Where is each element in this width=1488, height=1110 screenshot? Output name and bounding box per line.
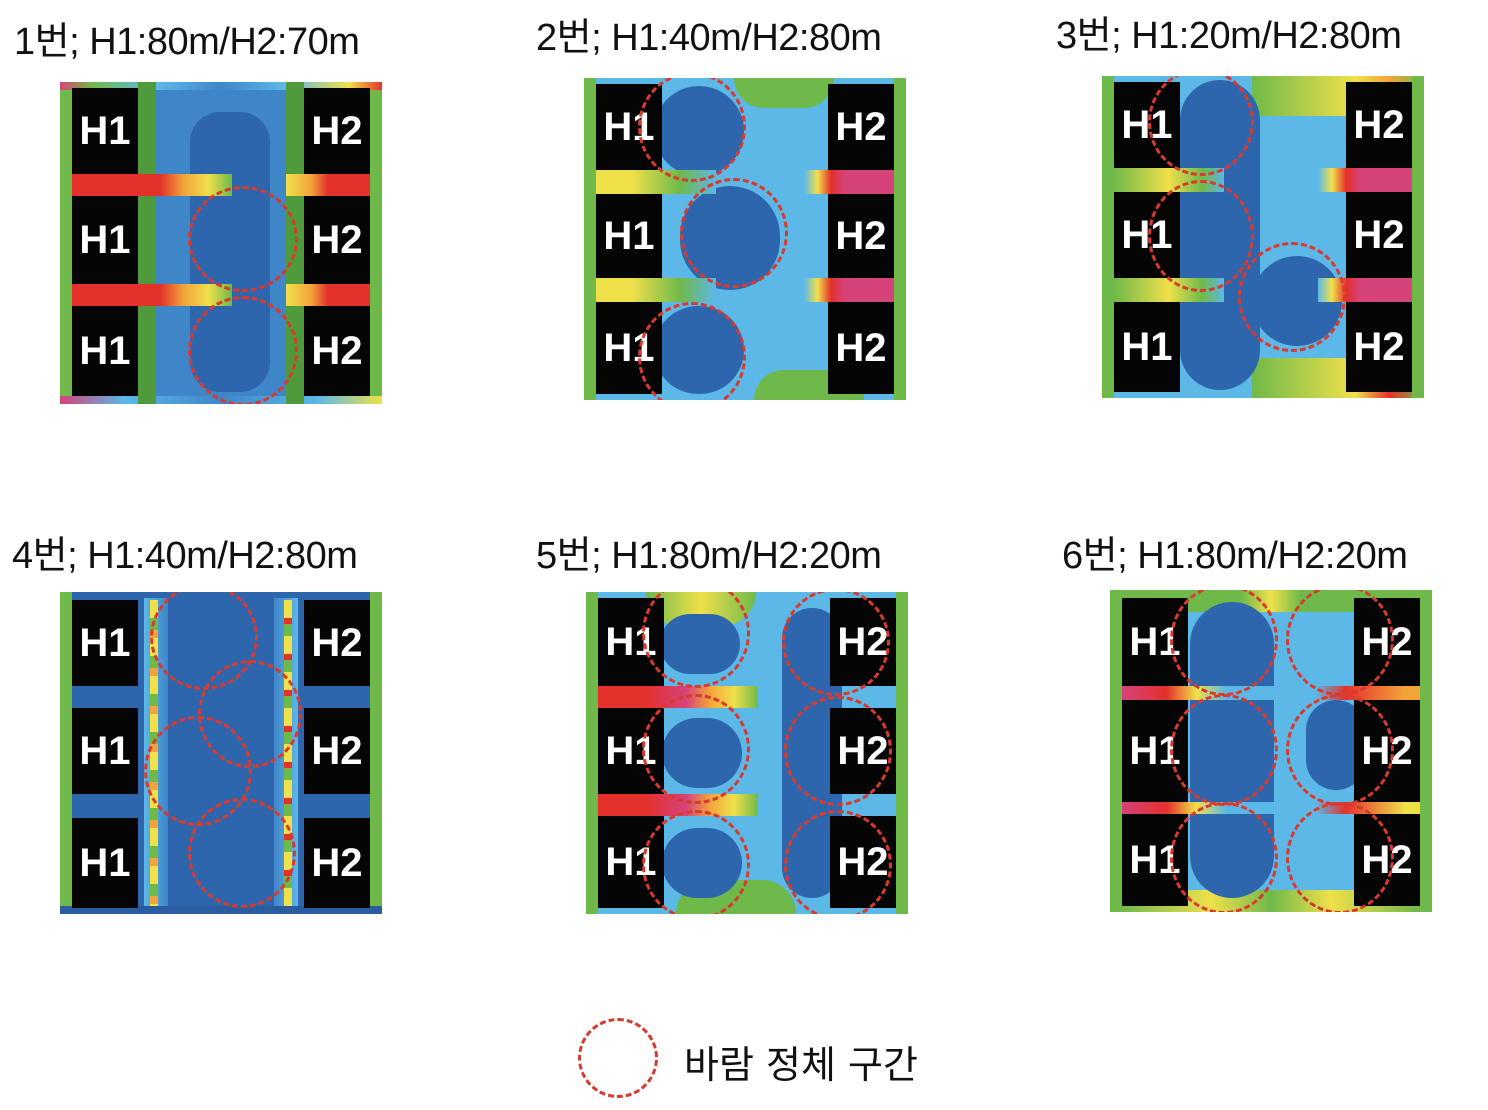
wind-zone-jet-1-right xyxy=(286,174,370,196)
legend-stagnation-circle-icon xyxy=(578,1018,658,1098)
building-h1: H1 xyxy=(72,818,138,908)
panel-3-title: 3번; H1:20m/H2:80m xyxy=(1056,15,1402,57)
panel-6-title: 6번; H1:80m/H2:20m xyxy=(1062,535,1408,577)
building-h2: H2 xyxy=(304,708,370,794)
stagnation-circle xyxy=(638,302,746,400)
stagnation-circle xyxy=(784,696,892,806)
wind-zone-left-strip xyxy=(1110,590,1122,912)
wind-zone-left-strip xyxy=(586,592,598,914)
stagnation-circle xyxy=(1238,242,1346,352)
stagnation-circle xyxy=(1286,694,1394,806)
building-h1: H1 xyxy=(72,88,138,174)
wind-zone-yellow-line-right xyxy=(284,600,292,906)
stagnation-circle xyxy=(1170,802,1278,912)
building-h1: H1 xyxy=(1114,302,1180,392)
wind-zone-jet-1-right xyxy=(1318,168,1412,192)
stagnation-circle xyxy=(642,592,750,688)
wind-zone-jet-2 xyxy=(1122,802,1420,814)
panel-5-wind-map: H1 H1 H1 H2 H2 H2 xyxy=(586,592,908,914)
stagnation-circle xyxy=(188,186,298,292)
stagnation-circle xyxy=(1286,802,1394,912)
wind-zone-jet-1-right xyxy=(804,170,894,194)
wind-zone-right-strip xyxy=(370,90,382,396)
building-h2: H2 xyxy=(828,194,894,278)
panel-3-wind-map: H1 H1 H1 H2 H2 H2 xyxy=(1102,76,1424,398)
wind-zone-jet-2-left xyxy=(596,278,716,302)
wind-zone-left-strip xyxy=(1102,76,1114,398)
building-h1: H1 xyxy=(72,708,138,794)
building-h1: H1 xyxy=(72,196,138,284)
building-h2: H2 xyxy=(304,306,370,396)
building-h2: H2 xyxy=(304,88,370,174)
stagnation-circle xyxy=(642,810,750,914)
panel-2-wind-map: H1 H1 H1 H2 H2 H2 xyxy=(584,78,906,400)
building-h2: H2 xyxy=(304,600,370,686)
wind-zone-green-band-left xyxy=(138,82,156,404)
panel-5-title: 5번; H1:80m/H2:20m xyxy=(536,535,882,577)
building-h2: H2 xyxy=(828,84,894,170)
building-h1: H1 xyxy=(72,306,138,396)
stagnation-circle xyxy=(1148,180,1254,292)
wind-zone-jet-2-left xyxy=(72,284,232,306)
building-h2: H2 xyxy=(1346,302,1412,392)
building-h2: H2 xyxy=(1346,82,1412,168)
wind-zone-edge-bottom xyxy=(60,906,382,914)
panel-4-title: 4번; H1:40m/H2:80m xyxy=(12,535,358,577)
stagnation-circle xyxy=(1170,694,1278,806)
wind-zone-green-top xyxy=(734,78,834,108)
building-h1: H1 xyxy=(596,194,662,278)
wind-zone-jet-1 xyxy=(1122,686,1420,700)
stagnation-circle xyxy=(680,178,788,288)
wind-zone-left-strip xyxy=(584,78,596,400)
wind-zone-jet-1-left xyxy=(72,174,232,196)
building-h2: H2 xyxy=(1346,192,1412,278)
building-h2: H2 xyxy=(828,302,894,394)
stagnation-circle xyxy=(782,592,890,696)
wind-zone-jet-2-right xyxy=(286,284,370,306)
building-h2: H2 xyxy=(304,196,370,284)
wind-zone-jet-2-left xyxy=(598,794,758,816)
stagnation-circle xyxy=(784,810,892,914)
panel-2-title: 2번; H1:40m/H2:80m xyxy=(536,17,882,59)
wind-zone-right-strip xyxy=(894,78,906,400)
stagnation-circle xyxy=(188,798,296,908)
wind-zone-right-strip xyxy=(1412,76,1424,398)
wind-zone-edge-top xyxy=(60,82,382,90)
wind-zone-left-strip xyxy=(60,90,72,396)
panel-1-wind-map: H1 H1 H1 H2 H2 H2 xyxy=(60,82,382,404)
wind-zone-jet-2-right xyxy=(804,278,894,302)
panel-1-title: 1번; H1:80m/H2:70m xyxy=(14,21,360,63)
stagnation-circle xyxy=(1148,76,1254,176)
wind-zone-right-strip xyxy=(370,592,382,914)
stagnation-circle xyxy=(642,694,750,804)
panel-4-wind-map: H1 H1 H1 H2 H2 H2 xyxy=(60,592,382,914)
wind-zone-left-strip xyxy=(60,592,72,914)
building-h2: H2 xyxy=(304,818,370,908)
legend-label: 바람 정체 구간 xyxy=(684,1043,918,1087)
building-h1: H1 xyxy=(72,600,138,686)
wind-zone-right-strip xyxy=(1420,590,1432,912)
panel-6-wind-map: H1 H1 H1 H2 H2 H2 xyxy=(1110,590,1432,912)
stagnation-circle xyxy=(638,78,746,182)
wind-zone-right-strip xyxy=(896,592,908,914)
stagnation-circle xyxy=(188,296,298,404)
